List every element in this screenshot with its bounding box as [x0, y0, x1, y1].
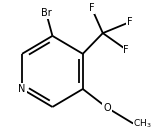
Text: F: F [89, 3, 95, 13]
Text: O: O [103, 103, 111, 113]
Text: F: F [124, 45, 129, 55]
Text: CH$_3$: CH$_3$ [133, 117, 152, 130]
Text: Br: Br [41, 8, 52, 18]
Text: N: N [18, 84, 26, 94]
Text: F: F [127, 17, 133, 27]
